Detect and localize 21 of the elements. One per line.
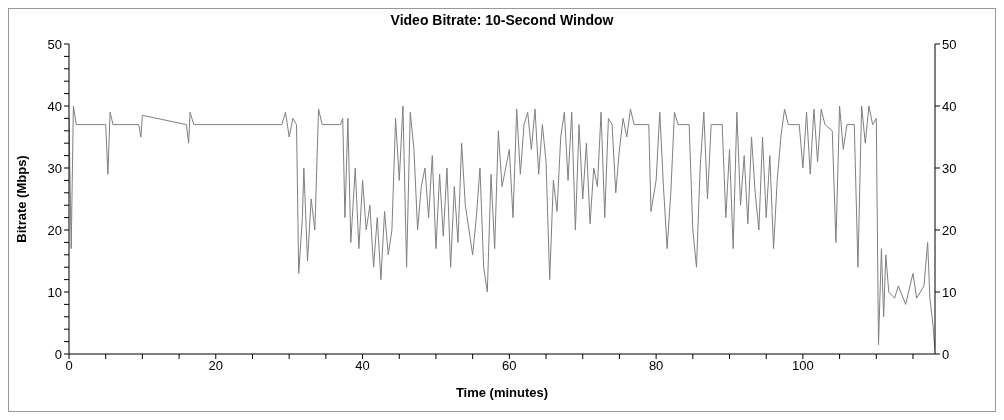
x-tick-label: 40 [355, 358, 370, 374]
x-tick-label: 60 [502, 358, 517, 374]
y-tick-label: 50 [47, 36, 62, 52]
y2-tick-label: 40 [942, 98, 957, 114]
y2-tick-label: 20 [942, 222, 957, 238]
y-tick-label: 0 [54, 346, 62, 362]
y-tick-label: 20 [47, 222, 62, 238]
y2-tick-label: 10 [942, 284, 957, 300]
y-tick-label: 10 [47, 284, 62, 300]
y-axis-title: Bitrate (Mbps) [13, 155, 29, 243]
y2-tick-label: 50 [942, 36, 957, 52]
y2-tick-label: 30 [942, 160, 957, 176]
y-tick-label: 40 [47, 98, 62, 114]
chart-title: Video Bitrate: 10-Second Window [389, 12, 615, 28]
x-tick-label: 80 [648, 358, 664, 374]
x-tick-label: 100 [792, 358, 814, 374]
x-tick-label: 0 [65, 358, 73, 374]
y2-tick-label: 0 [942, 346, 950, 362]
x-tick-label: 20 [208, 358, 224, 374]
y-tick-label: 30 [47, 160, 62, 176]
x-axis-title: Time (minutes) [455, 385, 549, 400]
